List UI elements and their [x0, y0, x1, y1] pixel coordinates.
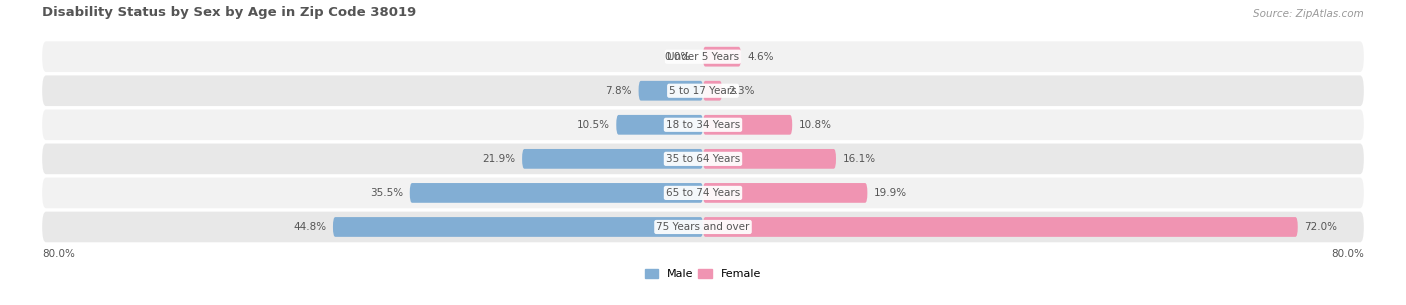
FancyBboxPatch shape: [703, 183, 868, 203]
FancyBboxPatch shape: [409, 183, 703, 203]
Text: 16.1%: 16.1%: [842, 154, 876, 164]
FancyBboxPatch shape: [42, 178, 1364, 208]
Text: 35.5%: 35.5%: [370, 188, 404, 198]
FancyBboxPatch shape: [703, 47, 741, 66]
FancyBboxPatch shape: [638, 81, 703, 101]
FancyBboxPatch shape: [42, 75, 1364, 106]
FancyBboxPatch shape: [522, 149, 703, 169]
Text: 21.9%: 21.9%: [482, 154, 516, 164]
Text: 0.0%: 0.0%: [665, 52, 690, 62]
Text: 75 Years and over: 75 Years and over: [657, 222, 749, 232]
FancyBboxPatch shape: [42, 109, 1364, 140]
Text: 65 to 74 Years: 65 to 74 Years: [666, 188, 740, 198]
Text: 10.5%: 10.5%: [576, 120, 610, 130]
Text: Disability Status by Sex by Age in Zip Code 38019: Disability Status by Sex by Age in Zip C…: [42, 6, 416, 19]
Text: Source: ZipAtlas.com: Source: ZipAtlas.com: [1253, 9, 1364, 19]
Text: 10.8%: 10.8%: [799, 120, 832, 130]
Text: 72.0%: 72.0%: [1305, 222, 1337, 232]
Text: 4.6%: 4.6%: [748, 52, 775, 62]
FancyBboxPatch shape: [703, 217, 1298, 237]
Text: 80.0%: 80.0%: [42, 249, 75, 259]
Text: 19.9%: 19.9%: [875, 188, 907, 198]
Text: 5 to 17 Years: 5 to 17 Years: [669, 86, 737, 96]
FancyBboxPatch shape: [42, 212, 1364, 242]
Text: 44.8%: 44.8%: [294, 222, 326, 232]
Text: 80.0%: 80.0%: [1331, 249, 1364, 259]
FancyBboxPatch shape: [42, 144, 1364, 174]
FancyBboxPatch shape: [42, 41, 1364, 72]
FancyBboxPatch shape: [333, 217, 703, 237]
Legend: Male, Female: Male, Female: [641, 264, 765, 283]
Text: Under 5 Years: Under 5 Years: [666, 52, 740, 62]
FancyBboxPatch shape: [616, 115, 703, 135]
Text: 2.3%: 2.3%: [728, 86, 755, 96]
Text: 7.8%: 7.8%: [606, 86, 631, 96]
Text: 18 to 34 Years: 18 to 34 Years: [666, 120, 740, 130]
Text: 35 to 64 Years: 35 to 64 Years: [666, 154, 740, 164]
FancyBboxPatch shape: [703, 149, 837, 169]
FancyBboxPatch shape: [703, 81, 723, 101]
FancyBboxPatch shape: [703, 115, 792, 135]
